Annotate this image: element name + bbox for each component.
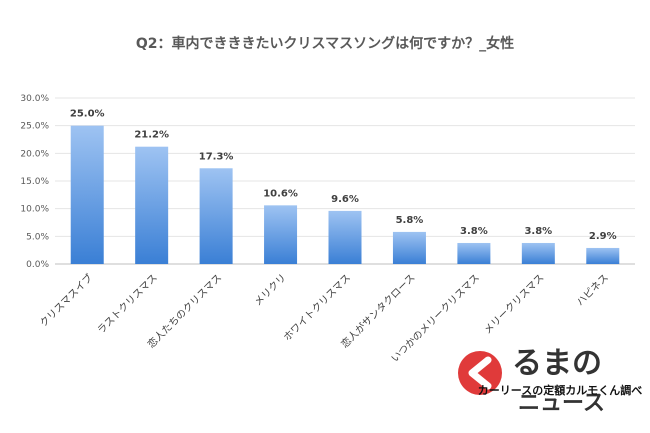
x-tick-label: ラストクリスマス: [95, 272, 160, 337]
bars: [70, 125, 620, 265]
y-tick-label: 5.0%: [26, 232, 49, 242]
data-label: 17.3%: [199, 151, 234, 162]
data-label: 10.6%: [263, 188, 298, 199]
chart-title: Q2：車内できききたいクリスマスソングは何ですか？_女性: [136, 35, 514, 52]
logo-line1: るまの: [512, 346, 602, 381]
x-tick-label: クリスマスイブ: [37, 271, 95, 329]
bar: [328, 210, 362, 264]
bar: [586, 247, 620, 264]
x-tick-label: メリークリスマス: [482, 272, 547, 337]
kurumanews-logo: るまの ニュース: [458, 346, 605, 416]
bar: [457, 242, 491, 264]
data-labels: 25.0% 21.2% 17.3% 10.6% 9.6% 5.8% 3.8% 3.8% 2.9%: [70, 109, 617, 242]
y-axis-ticks: 0.0% 5.0% 10.0% 15.0% 20.0% 25.0% 30.0%: [20, 94, 49, 270]
data-label: 3.8%: [460, 226, 488, 237]
bar: [135, 146, 169, 264]
logo-chevron-icon: [468, 356, 492, 390]
data-label: 21.2%: [134, 130, 169, 141]
y-tick-label: 10.0%: [20, 205, 49, 215]
source-credit: カーリースの定額カルモくん調べ: [478, 383, 642, 397]
bar: [70, 125, 104, 265]
logo-circle-icon: [458, 351, 502, 395]
y-tick-label: 25.0%: [20, 122, 49, 132]
x-tick-label: ハピネス: [574, 272, 611, 309]
x-tick-label: メリクリ: [252, 272, 289, 309]
bar: [392, 231, 426, 264]
y-tick-label: 20.0%: [20, 149, 49, 159]
data-label: 25.0%: [70, 109, 105, 120]
y-tick-label: 30.0%: [20, 94, 49, 104]
data-label: 9.6%: [331, 194, 359, 205]
bar: [521, 242, 555, 264]
bar: [199, 168, 233, 264]
data-label: 2.9%: [589, 231, 617, 242]
data-label: 3.8%: [524, 226, 552, 237]
y-tick-label: 15.0%: [20, 177, 49, 187]
data-label: 5.8%: [396, 215, 424, 226]
logo-line2: ニュース: [518, 391, 605, 416]
x-tick-label: ホワイトクリスマス: [281, 272, 353, 344]
y-tick-label: 0.0%: [26, 260, 49, 270]
bar: [264, 205, 298, 264]
